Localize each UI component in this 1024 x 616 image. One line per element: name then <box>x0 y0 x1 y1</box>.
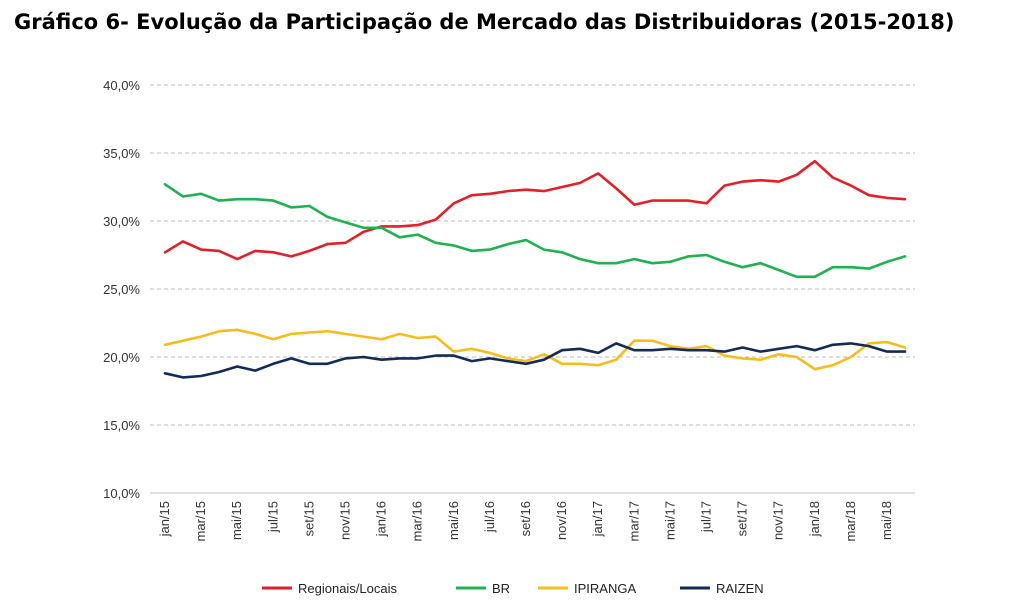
y-tick-label: 20,0% <box>103 350 140 365</box>
x-tick-label: mar/16 <box>410 501 425 541</box>
gridlines <box>150 84 915 426</box>
x-tick-label: mai/18 <box>879 501 894 540</box>
x-tick-label: set/16 <box>518 501 533 536</box>
y-tick-label: 30,0% <box>103 214 140 229</box>
series-line-ipiranga <box>163 328 907 371</box>
series-line-regionais-locais <box>163 159 907 261</box>
y-tick-label: 35,0% <box>103 146 140 161</box>
legend-label-ipiranga: IPIRANGA <box>574 581 636 596</box>
x-tick-label: jan/18 <box>807 501 822 537</box>
x-tick-label: mar/17 <box>626 501 641 541</box>
series-lines <box>163 159 907 379</box>
x-tick-label: mai/17 <box>662 501 677 540</box>
x-tick-label: set/17 <box>735 501 750 536</box>
x-tick-label: jan/15 <box>157 501 172 537</box>
series-line-br <box>163 183 907 279</box>
chart-title: Gráfico 6- Evolução da Participação de M… <box>14 10 955 34</box>
x-tick-label: jan/16 <box>374 501 389 537</box>
x-tick-label: nov/15 <box>337 501 352 540</box>
x-tick-label: mai/16 <box>446 501 461 540</box>
x-axis-ticks: jan/15 mar/15 mai/15 jul/15 set/15 nov/15 jan/… <box>157 501 894 541</box>
series-line-raizen <box>163 342 907 379</box>
x-tick-label: mai/15 <box>229 501 244 540</box>
x-tick-label: set/15 <box>301 501 316 536</box>
x-tick-label: jul/16 <box>482 501 497 533</box>
y-tick-label: 15,0% <box>103 418 140 433</box>
x-tick-label: mar/18 <box>843 501 858 541</box>
y-tick-label: 25,0% <box>103 282 140 297</box>
x-tick-label: jul/15 <box>265 501 280 533</box>
legend-label-raizen: RAIZEN <box>716 581 764 596</box>
y-tick-label: 40,0% <box>103 78 140 93</box>
y-tick-label: 10,0% <box>103 486 140 501</box>
x-tick-label: jul/17 <box>698 501 713 533</box>
legend-label-regionais-locais: Regionais/Locais <box>298 581 398 596</box>
x-tick-label: jan/17 <box>590 501 605 537</box>
legend: Regionais/Locais BR IPIRANGA RAIZEN <box>262 581 764 596</box>
x-tick-label: nov/16 <box>554 501 569 540</box>
x-tick-label: mar/15 <box>193 501 208 541</box>
y-axis-ticks: 10,0% 15,0% 20,0% 25,0% 30,0% 35,0% 40,0% <box>103 78 140 501</box>
legend-label-br: BR <box>492 581 510 596</box>
x-tick-label: nov/17 <box>771 501 786 540</box>
